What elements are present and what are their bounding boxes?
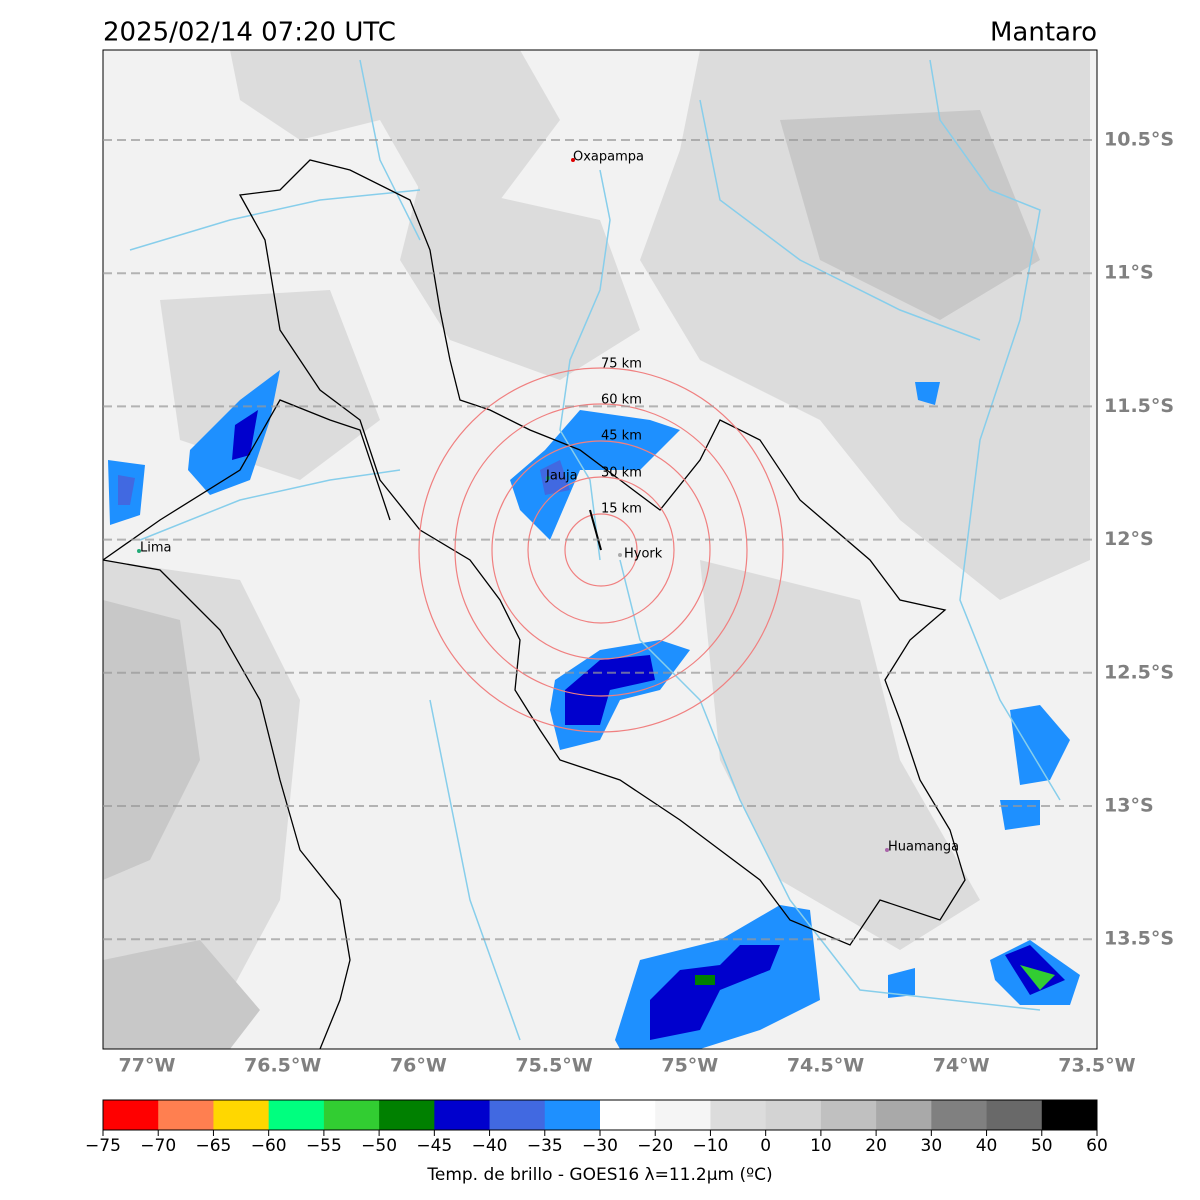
colorbar-segment — [158, 1100, 214, 1130]
place-markers — [137, 158, 889, 852]
colorbar-tick-label: 0 — [760, 1136, 771, 1156]
lat-label: 13°S — [1104, 795, 1154, 817]
colorbar-segment — [986, 1100, 1043, 1130]
colorbar-segment — [268, 1100, 325, 1130]
basin-boundary — [102, 159, 966, 1050]
colorbar-tick-label: 20 — [865, 1136, 887, 1156]
colorbar-segment — [323, 1100, 380, 1130]
title-left: 2025/02/14 07:20 UTC — [103, 18, 396, 48]
lon-label: 73.5°W — [1058, 1055, 1135, 1077]
colorbar-tick-label: −35 — [527, 1136, 563, 1156]
lon-label: 75°W — [661, 1055, 718, 1077]
lat-label: 11.5°S — [1104, 395, 1174, 417]
lon-label: 75.5°W — [515, 1055, 592, 1077]
place-label: Oxapampa — [573, 150, 644, 165]
colorbar-tick-label: 10 — [810, 1136, 832, 1156]
colorbar-tick-label: −75 — [85, 1136, 121, 1156]
lon-label: 74°W — [933, 1055, 990, 1077]
colorbar-segment — [876, 1100, 932, 1130]
colorbar-segment — [379, 1100, 435, 1130]
ring-label: 15 km — [601, 502, 642, 517]
colorbar-segment — [103, 1100, 159, 1130]
colorbar-segment — [655, 1100, 711, 1130]
colorbar-tick-label: −55 — [306, 1136, 342, 1156]
colorbar-segment — [710, 1100, 767, 1130]
ring-label: 75 km — [601, 357, 642, 372]
lat-label: 11°S — [1104, 262, 1154, 284]
colorbar-segment — [820, 1100, 877, 1130]
radar-beam — [589, 509, 602, 551]
colorbar-tick-label: 50 — [1031, 1136, 1053, 1156]
lat-label: 13.5°S — [1104, 928, 1174, 950]
map-frame — [102, 49, 1098, 1050]
map: Oxapampa Jauja Lima Hyork Huamanga 15 km… — [102, 49, 1098, 1050]
colorbar-label: Temp. de brillo - GOES16 λ=11.2μm (ºC) — [426, 1165, 772, 1185]
colorbar-tick-label: −45 — [416, 1136, 452, 1156]
range-rings — [418, 367, 784, 733]
colorbar-tick-label: −50 — [361, 1136, 397, 1156]
colorbar-tick-label: −65 — [195, 1136, 231, 1156]
lon-label: 74.5°W — [787, 1055, 864, 1077]
colorbar-segment — [931, 1100, 988, 1130]
colorbar-tick-label: −10 — [692, 1136, 728, 1156]
colorbar-segment — [434, 1100, 491, 1130]
ring-label: 45 km — [601, 429, 642, 444]
colorbar-tick-label: −30 — [582, 1136, 618, 1156]
colorbar-segment — [489, 1100, 546, 1130]
colorbar-tick-label: −60 — [251, 1136, 287, 1156]
colorbar-segment — [1041, 1100, 1098, 1130]
colorbar-tick-label: 60 — [1086, 1136, 1108, 1156]
title-right: Mantaro — [990, 18, 1097, 48]
colorbar-segment — [765, 1100, 822, 1130]
colorbar-tick-label: −70 — [140, 1136, 176, 1156]
lon-label: 76.5°W — [244, 1055, 321, 1077]
lat-label: 12°S — [1104, 528, 1154, 550]
colorbar-segment — [600, 1100, 656, 1130]
colorbar-segment — [213, 1100, 270, 1130]
axes: 10.5°S 11°S 11.5°S 12°S 12.5°S 13°S 13.5°S 77°W… — [85, 129, 1174, 1157]
colorbar-tick-label: 40 — [976, 1136, 998, 1156]
place-label: Lima — [140, 541, 171, 556]
colorbar-tick-label: −40 — [472, 1136, 508, 1156]
place-label: Huamanga — [888, 840, 959, 855]
lon-label: 77°W — [119, 1055, 176, 1077]
place-label: Jauja — [545, 469, 578, 484]
lat-label: 12.5°S — [1104, 661, 1174, 683]
cloud-darkgray — [103, 110, 1040, 1049]
colorbar-tick-label: −20 — [637, 1136, 673, 1156]
colorbar-tick-label: 30 — [921, 1136, 943, 1156]
ring-label: 30 km — [601, 466, 642, 481]
lat-label: 10.5°S — [1104, 129, 1174, 151]
ring-label: 60 km — [601, 393, 642, 408]
lon-label: 76°W — [390, 1055, 447, 1077]
rivers — [129, 59, 1061, 1041]
colorbar-segment — [544, 1100, 601, 1130]
place-label: Hyork — [624, 547, 663, 562]
